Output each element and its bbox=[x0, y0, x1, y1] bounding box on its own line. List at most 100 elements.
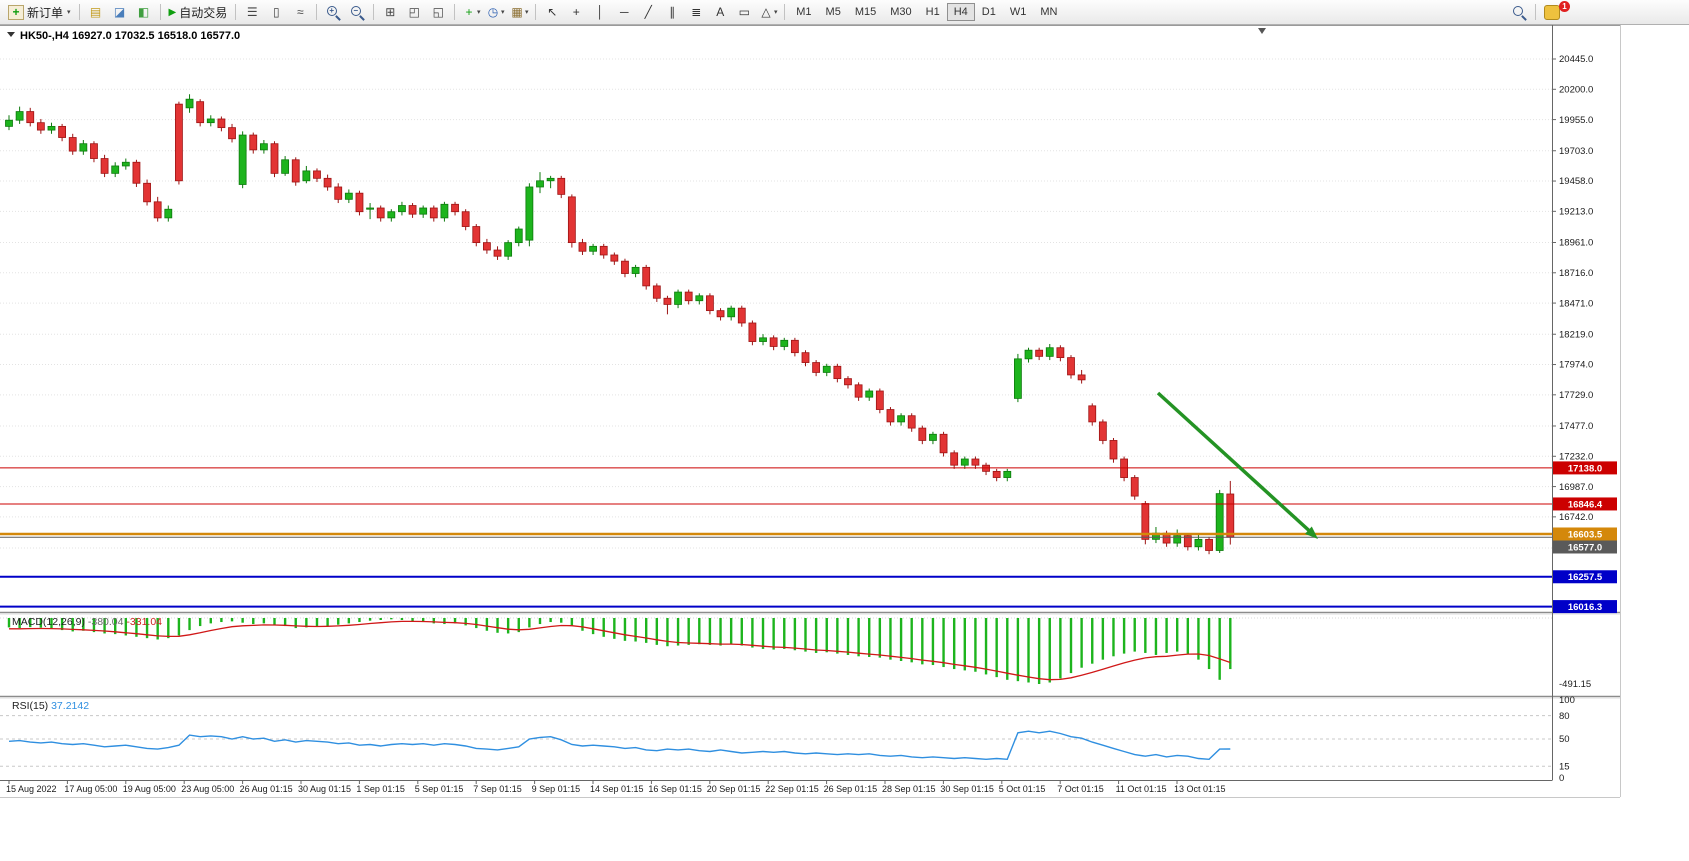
timeframe-mn[interactable]: MN bbox=[1033, 3, 1064, 21]
data-window-button[interactable]: ◪ bbox=[108, 2, 132, 22]
timeframe-m5[interactable]: M5 bbox=[819, 3, 848, 21]
candle bbox=[1045, 347, 1054, 357]
candle bbox=[514, 228, 523, 244]
chart-shift-marker[interactable] bbox=[1258, 28, 1266, 34]
autotrading-button[interactable]: ▶ 自动交易 bbox=[165, 2, 232, 22]
time-axis-label: 1 Sep 01:15 bbox=[356, 784, 405, 794]
candle bbox=[536, 180, 544, 188]
chevron-down-icon: ▾ bbox=[67, 9, 71, 16]
navigator-button[interactable]: ◧ bbox=[132, 2, 156, 22]
price-tick-label: 17729.0 bbox=[1559, 390, 1593, 401]
axes: 20445.0 20200.0 19955.0 19703.0 19458.0 19213… bbox=[0, 25, 1621, 798]
cascade-windows-button[interactable]: ◰ bbox=[402, 2, 426, 22]
candle bbox=[291, 159, 300, 183]
line-chart-button[interactable]: ≈ bbox=[288, 2, 312, 22]
candle bbox=[313, 170, 321, 179]
toolbar: + 新订单 ▾ ▤ ◪ ◧ ▶ 自动交易 ☰ ▯ ≈ + − ⊞ ◰ ◱ + ▾ ◷ ▾ ▦ ▾ ↖ + │ ─ ╱ ∥ ≣… bbox=[0, 0, 1689, 25]
timeframe-m30[interactable]: M30 bbox=[883, 3, 918, 21]
candle bbox=[674, 291, 682, 305]
trendline-icon: ╱ bbox=[644, 5, 652, 19]
arrange-windows-button[interactable]: ◱ bbox=[426, 2, 450, 22]
candle bbox=[1088, 405, 1097, 423]
new-order-button[interactable]: + 新订单 ▾ bbox=[4, 2, 75, 22]
text-button[interactable]: A bbox=[708, 2, 732, 22]
price-tick-label: 16987.0 bbox=[1559, 482, 1593, 493]
horizontal-line-icon: ─ bbox=[619, 5, 629, 19]
chevron-down-icon: ▾ bbox=[524, 9, 529, 16]
bar-chart-button[interactable]: ☰ bbox=[240, 2, 264, 22]
channel-button[interactable]: ∥ bbox=[660, 2, 684, 22]
zoom-in-button[interactable]: + bbox=[321, 2, 345, 22]
toolbar-separator bbox=[159, 4, 161, 20]
price-tick-label: 18961.0 bbox=[1559, 238, 1593, 249]
add-indicator-button[interactable]: + ▾ bbox=[459, 2, 483, 22]
tile-windows-button[interactable]: ⊞ bbox=[378, 2, 402, 22]
candle bbox=[79, 143, 88, 152]
tool-icons-group: ☰ ▯ ≈ + − ⊞ ◰ ◱ + ▾ ◷ ▾ ▦ ▾ ↖ + │ ─ ╱ ∥ ≣ A ▭ △ ▾ bbox=[240, 2, 789, 22]
candle bbox=[472, 226, 481, 244]
template-icon: ▦ bbox=[511, 5, 523, 19]
horizontal-line-button[interactable]: ─ bbox=[612, 2, 636, 22]
price-badge bbox=[1553, 527, 1617, 541]
candle bbox=[302, 170, 311, 182]
candle bbox=[440, 203, 449, 219]
community-button[interactable]: 1 bbox=[1540, 1, 1570, 22]
grid bbox=[0, 58, 1552, 549]
toolbar-separator bbox=[784, 4, 786, 20]
price-chart[interactable]: 20445.0 20200.0 19955.0 19703.0 19458.0 19213… bbox=[0, 25, 1689, 861]
chart-title: HK50-,H4 16927.0 17032.5 16518.0 16577.0 bbox=[20, 30, 240, 42]
new-order-label: 新订单 bbox=[27, 5, 64, 20]
trendline-button[interactable]: ╱ bbox=[636, 2, 660, 22]
timeframe-d1[interactable]: D1 bbox=[975, 3, 1003, 21]
candle bbox=[748, 322, 757, 342]
fibonacci-button[interactable]: ≣ bbox=[684, 2, 708, 22]
candle bbox=[886, 409, 895, 423]
zoom-out-button[interactable]: − bbox=[345, 2, 369, 22]
shapes-button[interactable]: △ ▾ bbox=[756, 2, 780, 22]
search-button[interactable] bbox=[1507, 2, 1531, 22]
timeframe-h4[interactable]: H4 bbox=[946, 3, 975, 21]
candle bbox=[759, 337, 767, 342]
candle bbox=[15, 111, 24, 121]
candle bbox=[1183, 535, 1192, 548]
market-watch-button[interactable]: ▤ bbox=[84, 2, 108, 22]
candle bbox=[344, 192, 353, 200]
timeframe-h1[interactable]: H1 bbox=[919, 3, 947, 21]
tile-windows-icon: ⊞ bbox=[385, 5, 396, 19]
candle bbox=[132, 161, 141, 184]
candle bbox=[206, 118, 215, 124]
panel-buttons-group: ▤ ◪ ◧ bbox=[84, 2, 156, 22]
text-label-button[interactable]: ▭ bbox=[732, 2, 756, 22]
cascade-windows-icon: ◰ bbox=[408, 5, 420, 19]
period-button[interactable]: ◷ ▾ bbox=[483, 2, 507, 22]
timeframe-m1[interactable]: M1 bbox=[789, 3, 818, 21]
candle bbox=[695, 295, 704, 302]
rsi-level-label: 15 bbox=[1559, 762, 1570, 773]
template-button[interactable]: ▦ ▾ bbox=[507, 2, 531, 22]
candle bbox=[5, 119, 13, 127]
time-axis-label: 11 Oct 01:15 bbox=[1116, 784, 1167, 794]
autotrading-icon: ▶ bbox=[168, 6, 177, 18]
candle bbox=[822, 365, 831, 373]
crosshair-button[interactable]: + bbox=[564, 2, 588, 22]
candle bbox=[1024, 349, 1033, 360]
candle bbox=[1077, 374, 1086, 381]
price-badge bbox=[1553, 540, 1617, 554]
horizontal-lines[interactable] bbox=[0, 391, 1552, 608]
new-order-icon: + bbox=[8, 4, 24, 20]
cursor-button[interactable]: ↖ bbox=[540, 2, 564, 22]
trend-arrow[interactable] bbox=[1156, 391, 1311, 532]
candle bbox=[185, 98, 194, 109]
candlestick-chart-button[interactable]: ▯ bbox=[264, 2, 288, 22]
candle bbox=[578, 242, 587, 252]
vertical-line-button[interactable]: │ bbox=[588, 2, 612, 22]
timeframe-w1[interactable]: W1 bbox=[1003, 3, 1034, 21]
rsi-level-label: 80 bbox=[1559, 711, 1570, 722]
chevron-down-icon: ▾ bbox=[500, 9, 505, 16]
candle bbox=[228, 127, 236, 140]
candle bbox=[493, 249, 502, 257]
timeframe-m15[interactable]: M15 bbox=[848, 3, 883, 21]
price-tick-label: 18219.0 bbox=[1559, 329, 1593, 340]
candle bbox=[971, 458, 980, 466]
one-click-trading-toggle[interactable] bbox=[7, 32, 15, 37]
